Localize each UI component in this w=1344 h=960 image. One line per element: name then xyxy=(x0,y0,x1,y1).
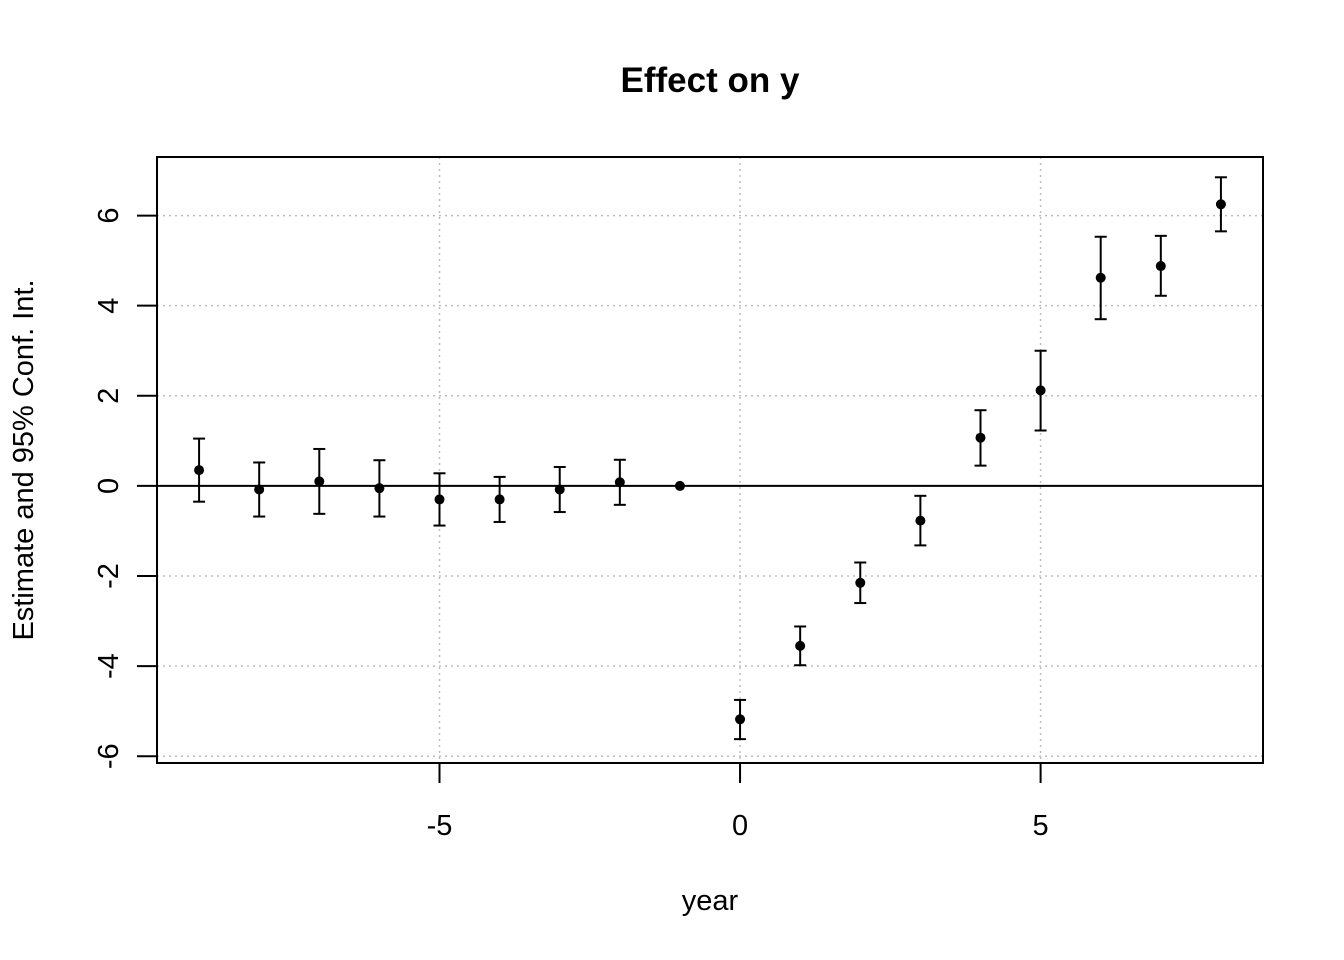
x-tick-label: 5 xyxy=(1033,810,1049,842)
plot-box xyxy=(156,156,1264,764)
chart-title: Effect on y xyxy=(621,61,800,100)
y-tick-label: 4 xyxy=(93,298,125,314)
estimate-point xyxy=(674,480,685,491)
estimate-point xyxy=(554,484,565,495)
y-tick-label: -2 xyxy=(93,563,125,589)
estimate-point xyxy=(374,483,385,494)
y-tick-label: 6 xyxy=(93,208,125,224)
estimate-point xyxy=(614,477,625,488)
estimate-point xyxy=(915,515,926,526)
estimate-point xyxy=(254,484,265,495)
estimate-point xyxy=(1155,261,1166,272)
estimate-point xyxy=(1035,385,1046,396)
data-marks xyxy=(193,176,1227,741)
estimate-point xyxy=(735,714,746,725)
estimate-point xyxy=(434,494,445,505)
y-axis-label: Estimate and 95% Conf. Int. xyxy=(8,279,40,640)
estimate-point xyxy=(1095,272,1106,283)
x-axis: -5 0 5 xyxy=(427,763,1049,842)
y-tick-label: 0 xyxy=(93,478,125,494)
estimate-point xyxy=(795,640,806,651)
y-tick-label: -4 xyxy=(93,653,125,679)
grid-lines xyxy=(157,157,1263,763)
estimate-point xyxy=(855,577,866,588)
x-tick-label: -5 xyxy=(427,810,453,842)
y-tick-label: -6 xyxy=(93,743,125,769)
y-axis: -6 -4 -2 0 2 4 6 xyxy=(93,208,157,769)
estimate-point xyxy=(1215,199,1226,210)
estimate-point xyxy=(314,476,325,487)
x-tick-label: 0 xyxy=(732,810,748,842)
estimate-point xyxy=(494,494,505,505)
estimate-point xyxy=(194,465,205,476)
x-axis-label: year xyxy=(682,885,739,917)
y-tick-label: 2 xyxy=(93,388,125,404)
estimate-point xyxy=(975,432,986,443)
